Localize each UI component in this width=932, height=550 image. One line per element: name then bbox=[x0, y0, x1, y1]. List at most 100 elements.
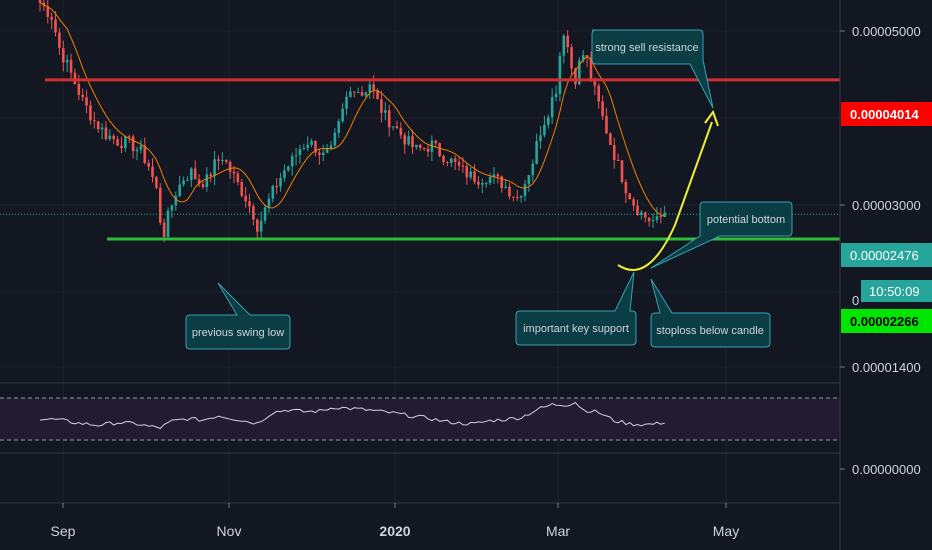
candle-body bbox=[457, 161, 461, 166]
candle-body bbox=[318, 152, 321, 155]
candle-body bbox=[127, 136, 131, 138]
candle-body bbox=[69, 59, 73, 73]
candle-body bbox=[259, 220, 263, 232]
callout-shape bbox=[185, 282, 291, 350]
candle-body bbox=[178, 184, 181, 197]
candle-body bbox=[158, 187, 162, 223]
candle-body bbox=[50, 16, 53, 20]
candle-body bbox=[120, 145, 123, 149]
candle-body bbox=[380, 99, 383, 113]
time-tick-label: 2020 bbox=[379, 523, 410, 539]
candle-body bbox=[337, 121, 341, 133]
candle-body bbox=[345, 96, 348, 109]
candle-body bbox=[283, 170, 286, 178]
moving-average-line bbox=[39, 2, 665, 217]
time-axis[interactable]: Sep Nov 2020 Mar May bbox=[51, 503, 740, 539]
candle-body bbox=[236, 173, 240, 182]
candle-body bbox=[61, 48, 65, 63]
tag-text: 0.00002266 bbox=[850, 314, 919, 329]
candle-body bbox=[368, 84, 372, 93]
time-tick-label: Mar bbox=[546, 523, 570, 539]
callout-previous-swing-low[interactable]: previous swing low bbox=[185, 282, 291, 350]
tag-background bbox=[841, 309, 932, 333]
candle-body bbox=[643, 212, 647, 218]
candle-body bbox=[508, 186, 511, 197]
candle-body bbox=[85, 97, 88, 106]
candle-body bbox=[574, 68, 577, 85]
callout-text: previous swing low bbox=[192, 327, 284, 339]
candle-body bbox=[228, 161, 232, 172]
candle-body bbox=[275, 186, 278, 188]
candle-body bbox=[616, 159, 620, 161]
candle-body bbox=[104, 127, 108, 140]
candle-body bbox=[174, 196, 178, 206]
candle-body bbox=[263, 207, 267, 221]
candle-body bbox=[628, 193, 632, 200]
candle-body bbox=[453, 158, 457, 162]
candle-body bbox=[267, 198, 271, 208]
candle-body bbox=[446, 162, 449, 164]
candle-body bbox=[89, 105, 92, 121]
candle-body bbox=[364, 92, 368, 96]
price-tick-label: 0.00005000 bbox=[852, 24, 921, 39]
candle-body bbox=[632, 199, 635, 206]
candle-body bbox=[197, 179, 201, 185]
candle-body bbox=[325, 149, 329, 153]
candle-body bbox=[422, 147, 426, 149]
price-tag-support: 0.00002266 bbox=[841, 309, 932, 333]
candle-body bbox=[655, 216, 659, 221]
callout-potential-bottom[interactable]: potential bottom bbox=[650, 201, 793, 269]
candle-body bbox=[512, 196, 515, 198]
candle-body bbox=[659, 216, 663, 218]
candle-body bbox=[527, 175, 531, 185]
candle-body bbox=[252, 206, 255, 220]
candle-body bbox=[581, 55, 585, 61]
candle-body bbox=[570, 47, 573, 69]
candle-body bbox=[81, 94, 84, 98]
candle-body bbox=[310, 140, 313, 145]
candle-body bbox=[519, 195, 523, 198]
timer-background bbox=[861, 280, 932, 302]
candle-body bbox=[352, 91, 356, 93]
callout-important-key-support[interactable]: important key support bbox=[515, 271, 637, 346]
price-axis[interactable]: 0.00005000 0.00003000 0.00001400 0 0.000… bbox=[840, 24, 921, 477]
callout-shape bbox=[591, 29, 714, 109]
candle-body bbox=[93, 120, 96, 122]
candle-body bbox=[341, 108, 344, 122]
projection-arrow[interactable] bbox=[617, 121, 713, 271]
candle-body bbox=[162, 222, 166, 238]
candle-body bbox=[321, 152, 325, 155]
callout-text: potential bottom bbox=[707, 214, 785, 226]
rsi-line bbox=[39, 401, 665, 430]
candle-body bbox=[651, 220, 655, 222]
candle-body bbox=[546, 117, 550, 125]
callout-stoploss-below-candle[interactable]: stoploss below candle bbox=[650, 278, 771, 348]
callout-text: important key support bbox=[523, 323, 629, 335]
candle-body bbox=[636, 205, 639, 215]
candle-body bbox=[240, 181, 244, 196]
candle-body bbox=[314, 140, 317, 153]
candle-body bbox=[360, 92, 364, 96]
candle-body bbox=[329, 145, 333, 150]
candle-body bbox=[469, 171, 472, 178]
callout-text: strong sell resistance bbox=[595, 42, 698, 54]
candle-body bbox=[186, 180, 189, 182]
candle-body bbox=[213, 159, 216, 176]
callout-strong-sell-resistance[interactable]: strong sell resistance bbox=[591, 29, 714, 109]
callout-text: stoploss below candle bbox=[656, 325, 764, 337]
candle-body bbox=[442, 155, 445, 163]
candle-body bbox=[411, 136, 414, 148]
candle-body bbox=[593, 79, 597, 86]
time-tick-label: Nov bbox=[217, 523, 242, 539]
candle-body bbox=[356, 92, 360, 94]
candle-body bbox=[217, 159, 220, 161]
candle-body bbox=[403, 135, 407, 145]
candle-body bbox=[620, 160, 624, 183]
countdown-timer: 10:50:09 bbox=[861, 280, 932, 302]
tag-text: 0.00002476 bbox=[850, 248, 919, 263]
candle-body bbox=[562, 35, 566, 56]
candle-body bbox=[232, 171, 236, 174]
candle-body bbox=[597, 85, 601, 102]
rsi-tick-label: 0.00000000 bbox=[852, 462, 921, 477]
